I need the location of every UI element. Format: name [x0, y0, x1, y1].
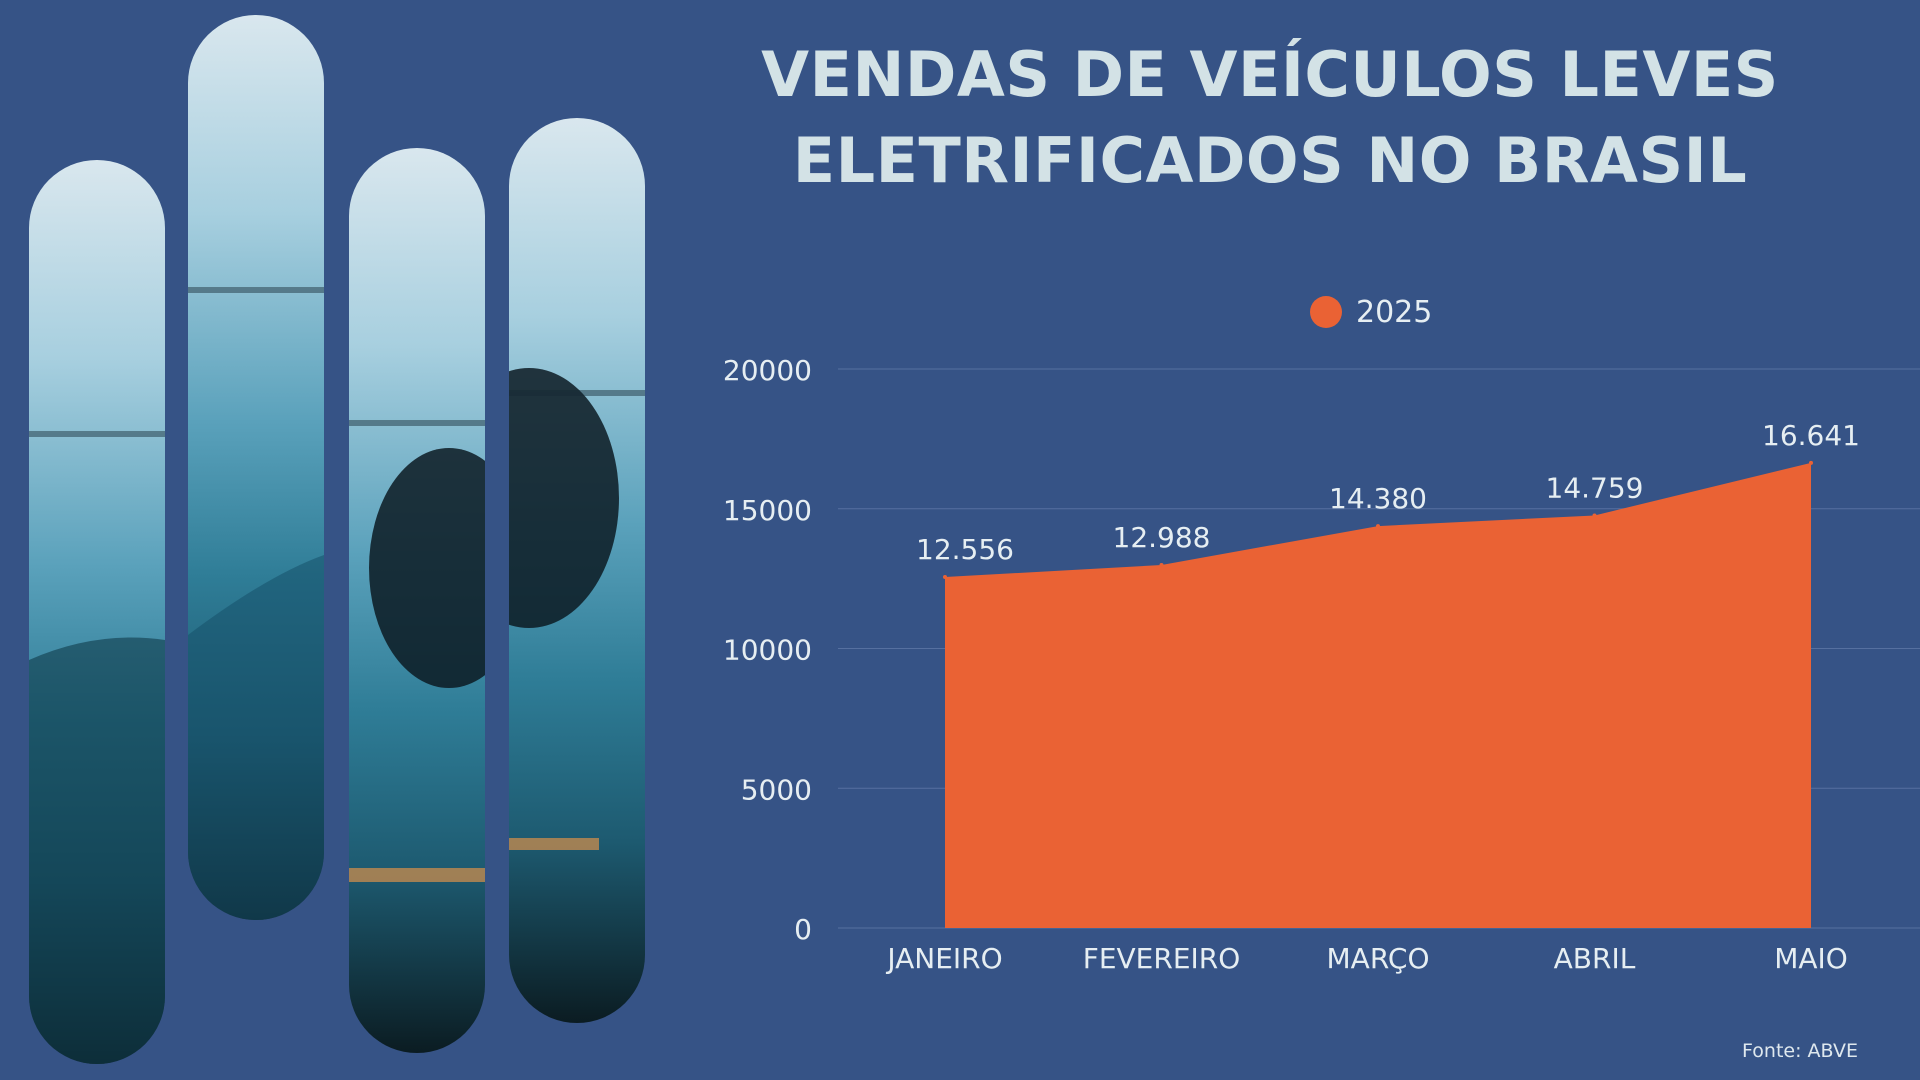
y-tick-label: 15000 — [723, 494, 812, 527]
car-photo-strips — [0, 0, 660, 1080]
x-tick-label: ABRIL — [1554, 942, 1636, 975]
chart-title: VENDAS DE VEÍCULOS LEVES ELETRIFICADOS N… — [700, 32, 1840, 204]
chart-title-line-2: ELETRIFICADOS NO BRASIL — [792, 124, 1748, 197]
data-label: 12.988 — [1113, 521, 1211, 554]
y-tick-label: 10000 — [723, 634, 812, 667]
data-label: 14.759 — [1546, 471, 1644, 504]
data-point — [943, 575, 947, 580]
car-photo-strip-3 — [349, 148, 485, 1053]
data-point — [1376, 524, 1380, 529]
y-tick-label: 0 — [794, 913, 812, 946]
x-tick-label: MARÇO — [1327, 942, 1430, 975]
legend-label: 2025 — [1356, 294, 1433, 330]
data-label: 16.641 — [1762, 419, 1860, 452]
data-point — [1809, 460, 1813, 465]
car-photo-strip-1 — [29, 160, 165, 1064]
y-tick-label: 5000 — [741, 773, 812, 806]
car-photo-strip-2 — [188, 15, 324, 920]
data-point — [1159, 562, 1164, 567]
x-tick-label: JANEIRO — [885, 942, 1002, 975]
x-tick-label: MAIO — [1774, 942, 1848, 975]
chart-legend: 2025 — [1310, 292, 1432, 332]
car-photo-strip-4 — [509, 118, 645, 1023]
data-label: 14.380 — [1329, 482, 1427, 515]
source-note: Fonte: ABVE — [1742, 1040, 1858, 1062]
y-tick-label: 20000 — [723, 354, 812, 387]
legend-marker — [1310, 296, 1342, 328]
chart-title-line-1: VENDAS DE VEÍCULOS LEVES — [761, 38, 1779, 111]
data-point — [1592, 513, 1597, 518]
series-area-2025 — [945, 462, 1811, 928]
x-tick-label: FEVEREIRO — [1083, 942, 1241, 975]
data-label: 12.556 — [916, 533, 1014, 566]
